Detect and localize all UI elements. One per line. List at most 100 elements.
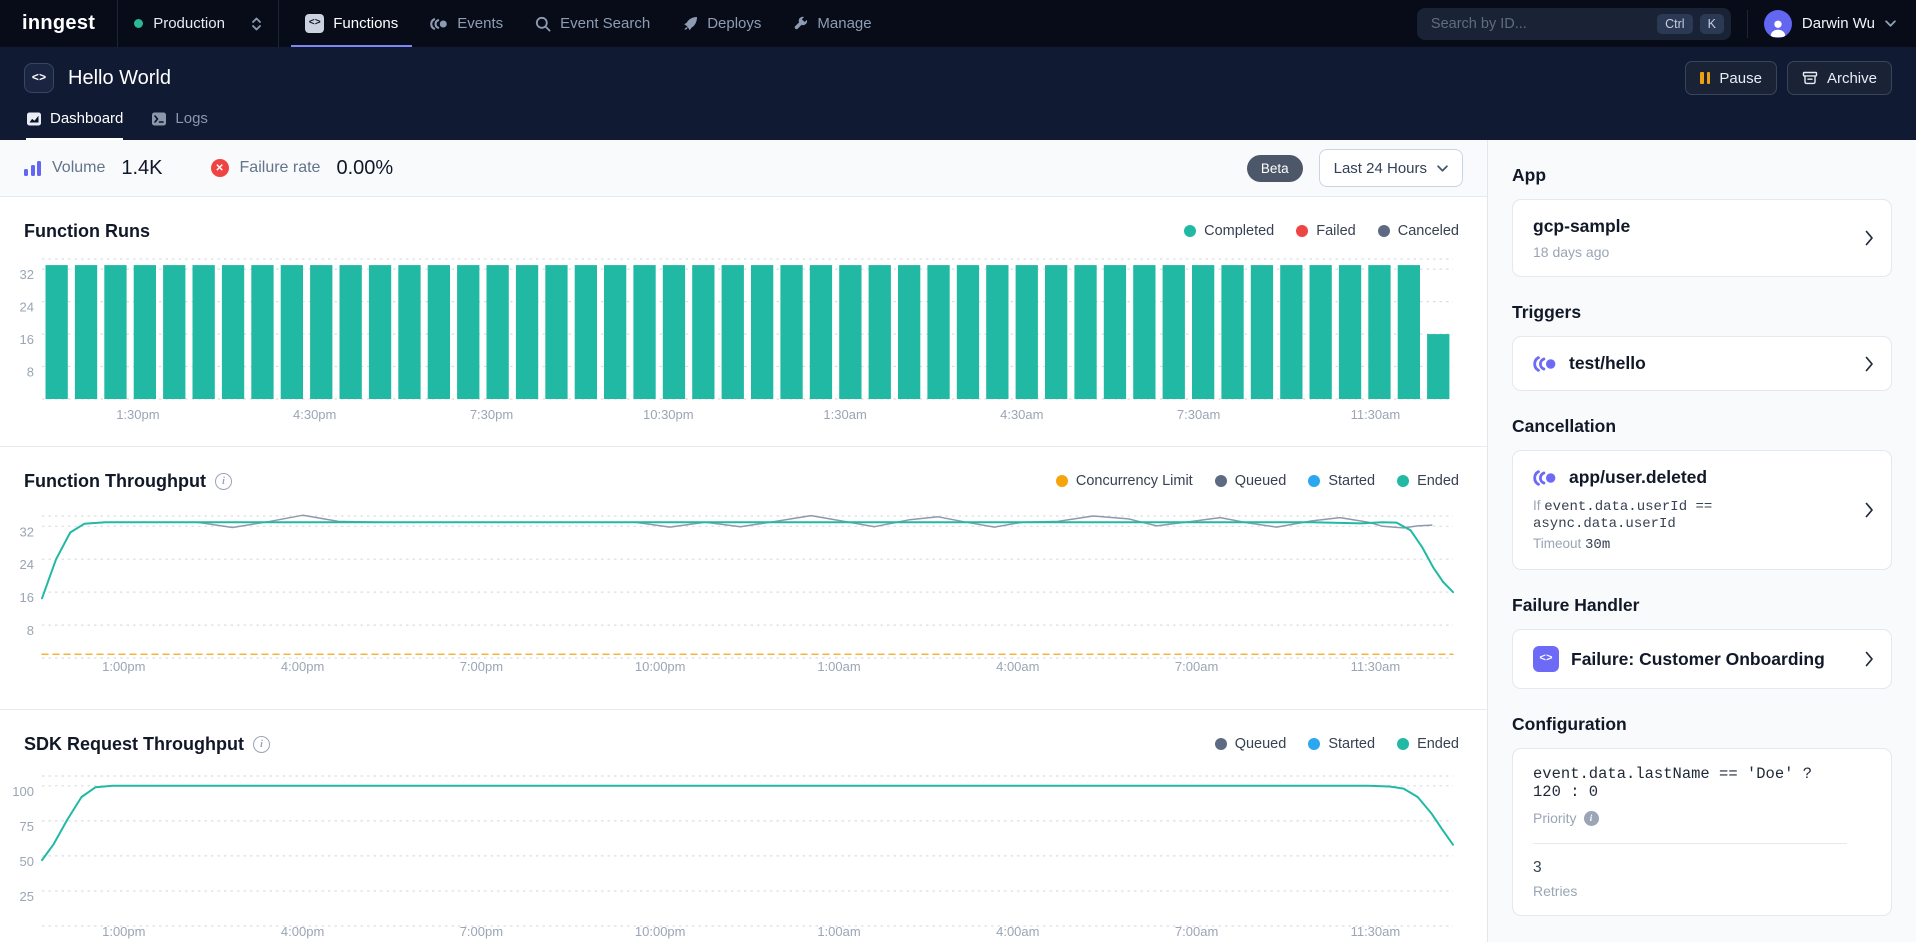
priority-label: Priority [1533, 810, 1577, 826]
inngest-logo: inngest [0, 0, 117, 47]
terminal-icon [151, 111, 167, 127]
svg-text:100: 100 [12, 784, 34, 799]
app-heading: App [1512, 165, 1892, 186]
legend-dot [1397, 475, 1409, 487]
retries-label: Retries [1533, 883, 1847, 899]
svg-text:1:00pm: 1:00pm [102, 924, 145, 939]
nav-tab-label: Events [457, 15, 503, 32]
function-runs-section: Function Runs CompletedFailedCanceled 81… [0, 197, 1487, 447]
chevron-right-icon [1865, 651, 1874, 667]
legend-dot [1397, 738, 1409, 750]
failure-rate-value: 0.00% [336, 157, 393, 180]
legend-dot [1184, 225, 1196, 237]
nav-tab-event-search[interactable]: Event Search [519, 0, 666, 47]
nav-tab-label: Manage [817, 15, 871, 32]
event-wave-icon [1533, 355, 1557, 373]
svg-text:24: 24 [20, 557, 34, 572]
svg-text:10:00pm: 10:00pm [635, 659, 686, 674]
failure-handler-heading: Failure Handler [1512, 595, 1892, 616]
pause-button[interactable]: Pause [1685, 61, 1777, 95]
chevron-down-icon [1885, 20, 1896, 27]
nav-tabs: <> Functions Events Event Search Deploys… [289, 0, 887, 47]
trigger-event-name: test/hello [1569, 353, 1646, 374]
app-name: gcp-sample [1533, 216, 1847, 237]
legend-dot [1056, 475, 1068, 487]
timeout-label: Timeout [1533, 536, 1581, 551]
rocket-icon [682, 16, 698, 32]
legend-item: Concurrency Limit [1056, 473, 1193, 489]
svg-text:4:30am: 4:30am [1000, 407, 1043, 422]
nav-tab-deploys[interactable]: Deploys [666, 0, 777, 47]
svg-text:10:00pm: 10:00pm [635, 924, 686, 939]
svg-text:11:30am: 11:30am [1351, 659, 1401, 674]
svg-text:4:00am: 4:00am [996, 659, 1039, 674]
stats-bar: Volume 1.4K ✕ Failure rate 0.00% Beta La… [0, 140, 1487, 197]
nav-tab-events[interactable]: Events [414, 0, 519, 47]
tab-dashboard[interactable]: Dashboard [26, 99, 123, 140]
up-down-chevrons-icon [251, 16, 262, 32]
svg-text:4:00pm: 4:00pm [281, 924, 324, 939]
legend-item: Ended [1397, 736, 1459, 752]
legend-item: Started [1308, 736, 1375, 752]
search-input[interactable] [1431, 16, 1650, 32]
svg-text:32: 32 [20, 524, 34, 539]
nav-tab-functions[interactable]: <> Functions [289, 0, 414, 47]
page-title: Hello World [68, 67, 171, 90]
nav-tab-manage[interactable]: Manage [777, 0, 887, 47]
trigger-card[interactable]: test/hello [1512, 336, 1892, 391]
svg-text:4:00pm: 4:00pm [281, 659, 324, 674]
legend-dot [1296, 225, 1308, 237]
function-code-icon: <> [24, 63, 54, 93]
top-nav: inngest Production <> Functions Events E… [0, 0, 1916, 47]
volume-value: 1.4K [121, 157, 162, 180]
event-wave-icon [430, 17, 448, 31]
cancellation-event-name: app/user.deleted [1569, 467, 1707, 488]
tab-logs[interactable]: Logs [151, 99, 208, 140]
environment-switcher[interactable]: Production [118, 0, 278, 47]
legend-item: Canceled [1378, 223, 1459, 239]
nav-tab-label: Deploys [707, 15, 761, 32]
configuration-card: event.data.lastName == 'Doe' ? 120 : 0 P… [1512, 748, 1892, 916]
legend-item: Failed [1296, 223, 1356, 239]
cancellation-heading: Cancellation [1512, 416, 1892, 437]
volume-stat: Volume 1.4K [24, 157, 163, 180]
function-throughput-chart: 81624321:00pm4:00pm7:00pm10:00pm1:00am4:… [12, 501, 1459, 708]
svg-text:1:00am: 1:00am [817, 924, 860, 939]
svg-text:16: 16 [20, 332, 34, 347]
info-icon: i [253, 736, 270, 753]
time-range-value: Last 24 Hours [1334, 160, 1427, 177]
divider [278, 0, 279, 47]
chart-legend: QueuedStartedEnded [1215, 736, 1459, 752]
legend-dot [1308, 738, 1320, 750]
archive-button[interactable]: Archive [1787, 61, 1892, 95]
svg-text:7:30pm: 7:30pm [470, 407, 513, 422]
dashboard-chart-icon [26, 111, 42, 127]
chevron-right-icon [1865, 502, 1874, 518]
chevron-right-icon [1865, 230, 1874, 246]
archive-label: Archive [1827, 70, 1877, 87]
svg-text:4:30pm: 4:30pm [293, 407, 336, 422]
svg-text:8: 8 [27, 623, 34, 638]
svg-text:7:30am: 7:30am [1177, 407, 1220, 422]
svg-text:11:30am: 11:30am [1351, 407, 1401, 422]
app-card[interactable]: gcp-sample 18 days ago [1512, 199, 1892, 277]
pause-label: Pause [1719, 70, 1762, 87]
svg-text:8: 8 [27, 365, 34, 380]
cancellation-expression-row: If event.data.userId == async.data.userI… [1533, 498, 1847, 532]
search-box[interactable]: Ctrl K [1417, 8, 1731, 40]
cancellation-card[interactable]: app/user.deleted If event.data.userId ==… [1512, 450, 1892, 570]
bar-chart-icon [24, 160, 41, 176]
triggers-heading: Triggers [1512, 302, 1892, 323]
svg-text:25: 25 [20, 889, 34, 904]
details-sidebar: App gcp-sample 18 days ago Triggers test… [1487, 140, 1916, 942]
chevron-down-icon [1437, 165, 1448, 172]
wrench-icon [793, 16, 808, 31]
priority-label-row: Priority i [1533, 810, 1847, 826]
beta-badge: Beta [1247, 155, 1303, 182]
app-age: 18 days ago [1533, 244, 1847, 260]
time-range-dropdown[interactable]: Last 24 Hours [1319, 149, 1463, 187]
user-menu[interactable]: Darwin Wu [1764, 10, 1896, 38]
failure-handler-card[interactable]: <> Failure: Customer Onboarding [1512, 629, 1892, 689]
svg-text:1:00pm: 1:00pm [102, 659, 145, 674]
svg-text:4:00am: 4:00am [996, 924, 1039, 939]
